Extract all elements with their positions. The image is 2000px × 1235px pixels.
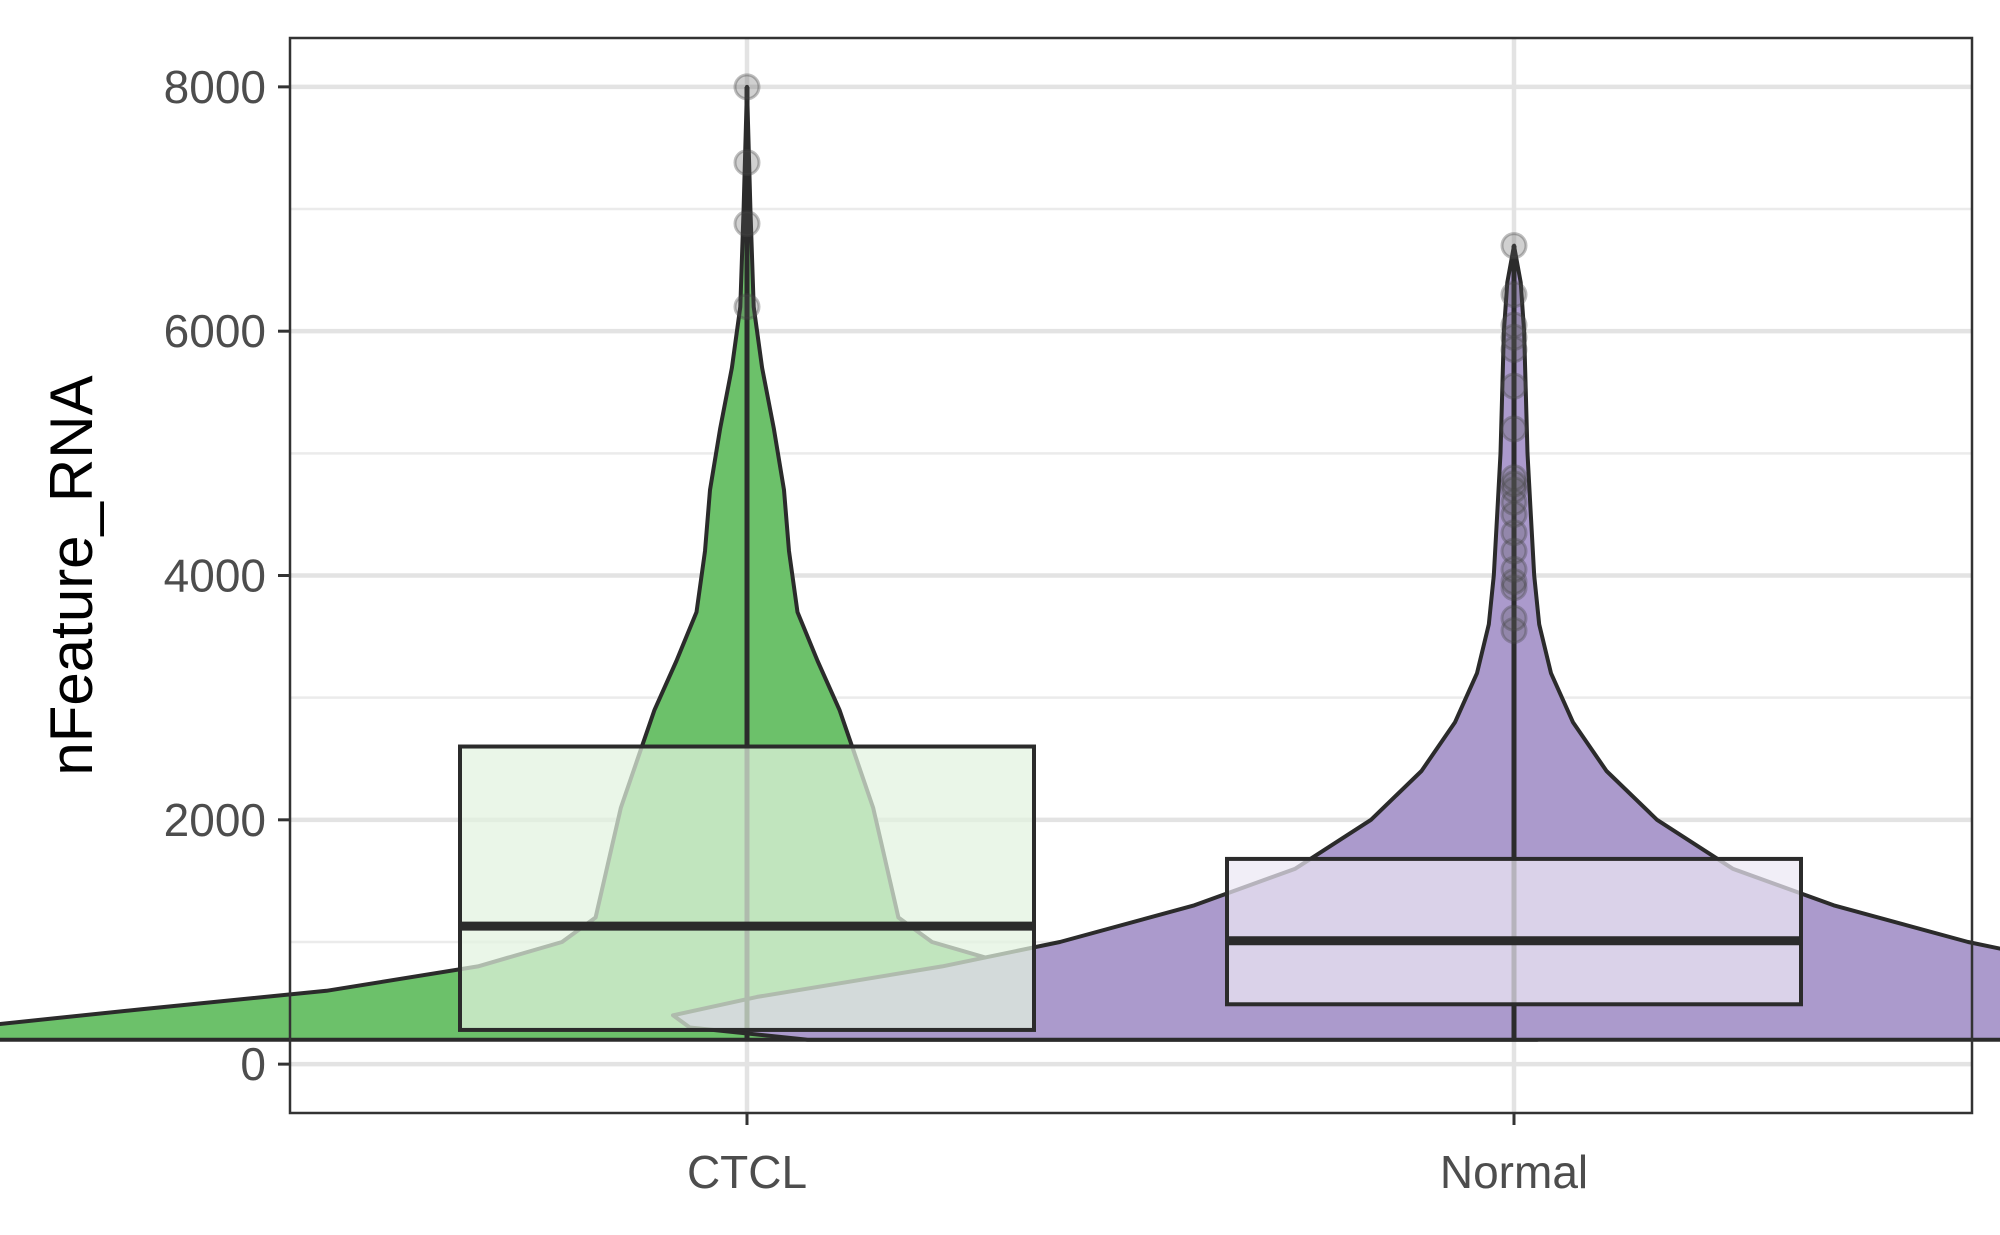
x-tick-label: CTCL xyxy=(687,1146,807,1198)
outlier-point xyxy=(1500,488,1528,516)
y-tick-label: 0 xyxy=(240,1038,266,1090)
y-tick-label: 2000 xyxy=(164,794,266,846)
outlier-point xyxy=(1500,470,1528,498)
outlier-point xyxy=(1500,604,1528,632)
outlier-point xyxy=(1500,616,1528,644)
box-layer xyxy=(458,86,1803,1040)
x-tick-label: Normal xyxy=(1440,1146,1588,1198)
outlier-point xyxy=(1500,372,1528,400)
axis-layer: 0 2000 4000 6000 8000 CTCL Normal xyxy=(164,61,1588,1198)
outlier-point xyxy=(733,210,761,238)
outlier-point xyxy=(1500,537,1528,565)
outlier-point xyxy=(1500,476,1528,504)
outlier-point xyxy=(1500,281,1528,309)
y-axis-title: nFeature_RNA xyxy=(38,375,105,775)
outlier-point xyxy=(1500,323,1528,351)
y-tick-label: 6000 xyxy=(164,305,266,357)
outlier-point xyxy=(1500,519,1528,547)
outlier-point xyxy=(1500,232,1528,260)
outlier-point xyxy=(1500,336,1528,364)
outlier-point xyxy=(1500,500,1528,528)
outlier-point xyxy=(1500,415,1528,443)
outlier-point xyxy=(733,149,761,177)
outlier-point xyxy=(733,293,761,321)
outlier-point xyxy=(1500,568,1528,596)
outlier-point xyxy=(1500,574,1528,602)
outlier-point xyxy=(1500,311,1528,339)
y-tick-label: 8000 xyxy=(164,61,266,113)
outlier-point xyxy=(1500,464,1528,492)
outlier-point xyxy=(1500,555,1528,583)
outlier-point xyxy=(733,73,761,101)
box-normal xyxy=(1225,856,1803,1007)
outlier-layer xyxy=(733,73,1528,644)
box-ctcl xyxy=(458,744,1036,1032)
y-tick-label: 4000 xyxy=(164,550,266,602)
